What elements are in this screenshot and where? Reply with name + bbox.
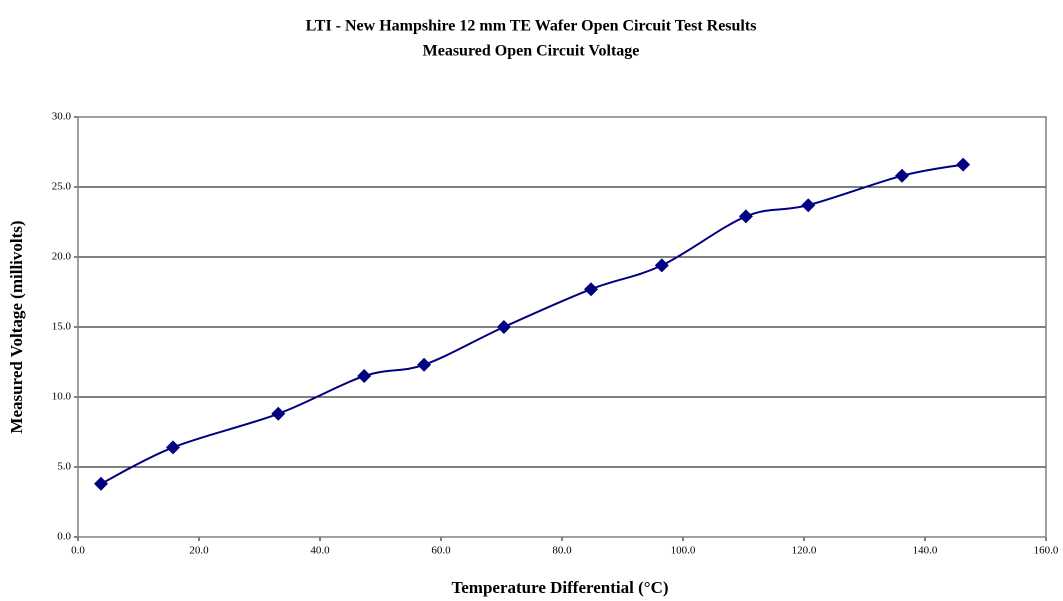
y-tick-label: 10.0 bbox=[52, 391, 72, 403]
x-tick-label: 80.0 bbox=[552, 545, 572, 557]
x-tick-label: 100.0 bbox=[671, 545, 696, 557]
chart-title: LTI - New Hampshire 12 mm TE Wafer Open … bbox=[306, 18, 757, 35]
y-tick-label: 15.0 bbox=[52, 321, 72, 333]
data-point bbox=[654, 258, 669, 273]
chart-subtitle: Measured Open Circuit Voltage bbox=[423, 43, 640, 60]
x-tick-label: 120.0 bbox=[792, 545, 817, 557]
data-point bbox=[584, 282, 599, 297]
plot-area bbox=[77, 116, 1047, 538]
x-tick-label: 40.0 bbox=[310, 545, 330, 557]
x-tick-label: 20.0 bbox=[189, 545, 209, 557]
data-point bbox=[801, 198, 816, 213]
y-axis-label: Measured Voltage (millivolts) bbox=[7, 220, 26, 433]
y-tick-label: 0.0 bbox=[57, 531, 71, 543]
data-point bbox=[417, 357, 432, 372]
x-tick-label: 140.0 bbox=[913, 545, 938, 557]
data-point bbox=[165, 440, 180, 455]
x-tick-label: 60.0 bbox=[431, 545, 451, 557]
data-point bbox=[357, 369, 372, 383]
y-tick-label: 30.0 bbox=[52, 111, 72, 123]
data-point bbox=[956, 157, 971, 172]
data-point bbox=[271, 406, 286, 421]
data-point bbox=[738, 209, 753, 224]
x-tick-label: 0.0 bbox=[71, 545, 85, 557]
data-point bbox=[93, 476, 108, 491]
data-point bbox=[496, 320, 511, 334]
data-point bbox=[895, 168, 910, 183]
y-tick-label: 25.0 bbox=[52, 181, 72, 193]
series-line bbox=[100, 163, 964, 485]
x-tick-label: 160.0 bbox=[1034, 545, 1059, 557]
y-tick-label: 5.0 bbox=[57, 461, 71, 473]
y-tick-label: 20.0 bbox=[52, 251, 72, 263]
x-axis-label: Temperature Differential (°C) bbox=[451, 578, 668, 597]
